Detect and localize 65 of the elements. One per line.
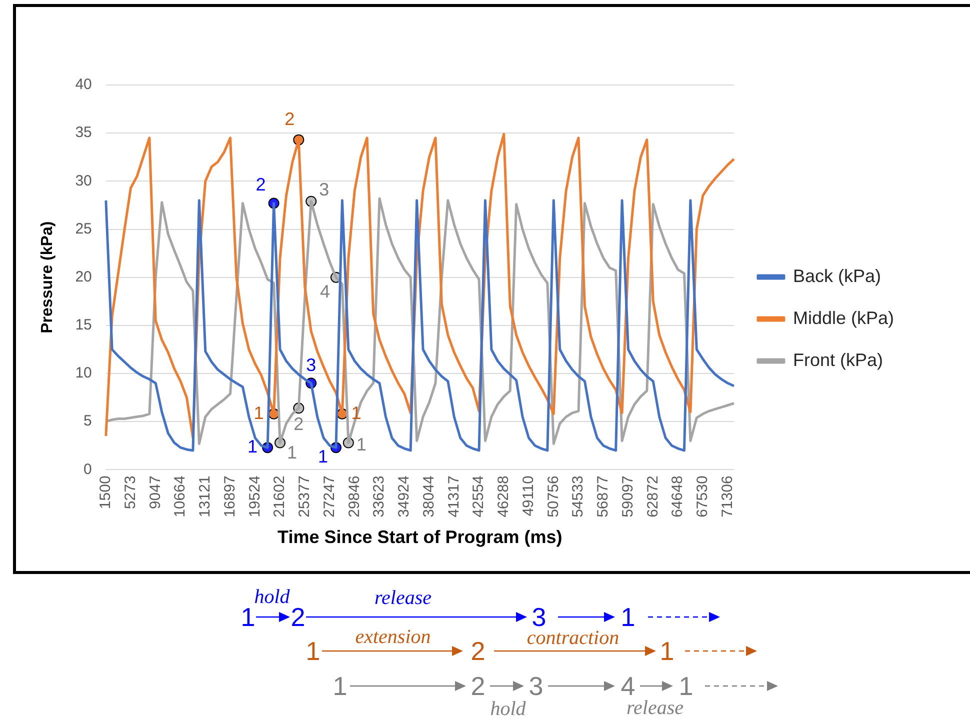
x-tick-label: 56877 <box>594 476 612 518</box>
x-tick-label: 49110 <box>520 476 537 516</box>
text: 2 <box>470 671 486 701</box>
text: 1 <box>240 602 256 632</box>
x-tick-label: 42554 <box>470 476 488 518</box>
text: hold <box>490 698 526 716</box>
annotation: 2 <box>284 108 295 129</box>
annotation: 3 <box>319 179 330 200</box>
text: 2 <box>470 636 486 666</box>
annotation: 2 <box>294 414 304 434</box>
x-tick-label: 21602 <box>271 476 288 518</box>
x-tick-label: 25377 <box>296 476 314 518</box>
x-tick-label: 41317 <box>445 476 462 518</box>
x-tick-label: 59097 <box>619 476 636 518</box>
x-tick-label: 50756 <box>544 476 562 518</box>
annotation: 1 <box>248 436 258 457</box>
annotation: 1 <box>287 442 298 463</box>
text: extension <box>355 626 431 648</box>
x-tick-label: 29846 <box>346 476 363 518</box>
text: release <box>374 587 432 609</box>
y-tick-label: 30 <box>75 172 92 190</box>
x-tick-label: 54533 <box>570 476 587 518</box>
text: 1 <box>620 602 636 632</box>
annotation: 2 <box>256 174 266 194</box>
x-tick-label: 62872 <box>644 476 662 518</box>
annotation: 1 <box>318 446 328 467</box>
legend-label: Back (kPa) <box>792 266 881 286</box>
x-tick-label: 71306 <box>718 476 736 518</box>
x-tick-label: 1500 <box>97 476 114 510</box>
legend-label: Middle (kPa) <box>792 308 894 328</box>
text: 2 <box>290 602 306 632</box>
text: hold <box>254 586 290 608</box>
y-tick-label: 20 <box>75 268 92 286</box>
x-tick-label: 67530 <box>694 476 712 518</box>
y-tick-label: 40 <box>75 76 92 94</box>
text: 1 <box>660 636 674 666</box>
x-tick-label: 19524 <box>246 476 264 518</box>
text: 1 <box>332 671 348 701</box>
x-tick-label: 13121 <box>196 476 214 518</box>
x-tick-label: 16897 <box>221 476 238 518</box>
x-tick-label: 64648 <box>669 476 686 518</box>
y-axis-title: Pressure (kPa) <box>39 221 56 334</box>
y-tick-label: 25 <box>75 220 92 238</box>
annotation: 1 <box>351 402 362 423</box>
text: 3 <box>528 671 544 701</box>
x-tick-label: 46288 <box>495 476 512 518</box>
x-tick-label: 34924 <box>396 476 413 518</box>
annotation: 1 <box>254 402 264 423</box>
annotation: 3 <box>306 355 316 376</box>
x-tick-label: 10664 <box>172 476 189 518</box>
text: 1 <box>306 636 320 666</box>
annotation: 4 <box>320 281 330 302</box>
annotation: 1 <box>356 434 366 455</box>
y-tick-label: 10 <box>75 364 92 382</box>
x-axis-title: Time Since Start of Program (ms) <box>278 527 562 548</box>
legend-label: Front (kPa) <box>792 350 883 370</box>
y-tick-label: 35 <box>75 124 92 142</box>
x-tick-label: 5273 <box>122 476 139 510</box>
y-tick-label: 15 <box>75 316 92 334</box>
y-tick-label: 5 <box>84 412 92 430</box>
x-tick-label: 38044 <box>420 476 438 518</box>
x-tick-label: 33623 <box>370 476 388 518</box>
x-tick-label: 27247 <box>320 476 338 518</box>
x-tick-label: 9047 <box>146 476 164 510</box>
y-tick-label: 0 <box>84 460 92 478</box>
